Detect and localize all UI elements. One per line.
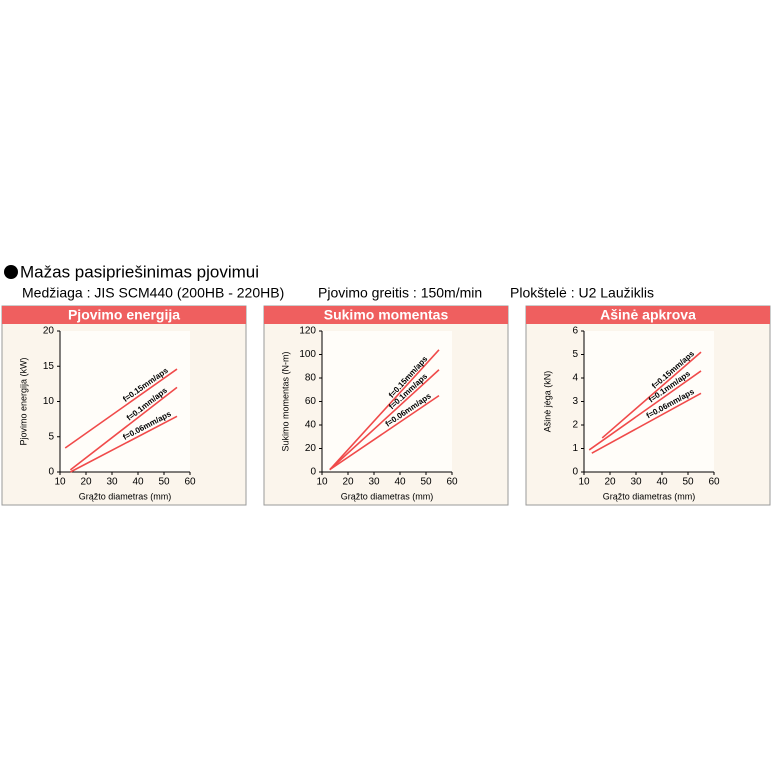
series-line bbox=[70, 415, 178, 473]
series-line bbox=[69, 386, 178, 471]
y-tick-label: 3 bbox=[572, 396, 578, 407]
x-tick-label: 50 bbox=[158, 477, 170, 488]
chart-title: Pjovimo energija bbox=[68, 307, 180, 323]
series-line bbox=[329, 394, 440, 471]
x-tick-label: 60 bbox=[708, 477, 720, 488]
x-tick-label: 10 bbox=[54, 477, 66, 488]
y-axis-label: Pjovimo energija (kW) bbox=[18, 357, 28, 445]
x-tick-label: 10 bbox=[316, 477, 328, 488]
series-line bbox=[591, 392, 702, 454]
x-tick-label: 50 bbox=[682, 477, 694, 488]
y-tick-label: 4 bbox=[572, 373, 578, 384]
x-tick-label: 60 bbox=[446, 477, 458, 488]
y-tick-label: 20 bbox=[305, 443, 317, 454]
x-tick-label: 40 bbox=[656, 477, 668, 488]
y-tick-label: 0 bbox=[48, 467, 54, 478]
y-tick-label: 20 bbox=[43, 326, 55, 337]
detail: Pjovimo greitis : 150m/min bbox=[318, 285, 482, 301]
x-tick-label: 60 bbox=[184, 477, 196, 488]
panel-header bbox=[2, 306, 246, 324]
series-line bbox=[329, 369, 440, 471]
panel-header bbox=[264, 306, 508, 324]
y-tick-label: 40 bbox=[305, 420, 317, 431]
y-tick-label: 80 bbox=[305, 373, 317, 384]
series-line bbox=[64, 368, 178, 449]
y-tick-label: 5 bbox=[48, 431, 54, 442]
y-tick-label: 5 bbox=[572, 349, 578, 360]
plot-area bbox=[584, 331, 714, 472]
bullet bbox=[4, 265, 18, 279]
x-axis-label: Grąžto diametras (mm) bbox=[341, 491, 434, 501]
y-tick-label: 15 bbox=[43, 361, 55, 372]
y-tick-label: 120 bbox=[299, 326, 316, 337]
plot-area bbox=[322, 331, 452, 472]
x-tick-label: 30 bbox=[630, 477, 642, 488]
series-line bbox=[329, 349, 440, 471]
chart-title: Ašinė apkrova bbox=[600, 307, 696, 323]
detail: Medžiaga : JIS SCM440 (200HB - 220HB) bbox=[22, 285, 284, 301]
x-tick-label: 10 bbox=[578, 477, 590, 488]
y-axis-label: Ašinė jėga (kN) bbox=[542, 371, 552, 433]
x-tick-label: 20 bbox=[604, 477, 616, 488]
y-tick-label: 100 bbox=[299, 349, 316, 360]
y-tick-label: 10 bbox=[43, 396, 55, 407]
panel-header bbox=[526, 306, 770, 324]
page-title: Mažas pasipriešinimas pjovimui bbox=[20, 262, 259, 281]
x-tick-label: 30 bbox=[368, 477, 380, 488]
x-tick-label: 30 bbox=[106, 477, 118, 488]
y-tick-label: 0 bbox=[572, 467, 578, 478]
x-tick-label: 40 bbox=[394, 477, 406, 488]
x-tick-label: 50 bbox=[420, 477, 432, 488]
x-axis-label: Grąžto diametras (mm) bbox=[79, 491, 172, 501]
y-tick-label: 6 bbox=[572, 326, 578, 337]
series-line bbox=[588, 370, 702, 451]
detail: Plokštelė : U2 Laužiklis bbox=[510, 285, 654, 301]
x-axis-label: Grąžto diametras (mm) bbox=[603, 491, 696, 501]
chart-title: Sukimo momentas bbox=[324, 307, 449, 323]
y-tick-label: 60 bbox=[305, 396, 317, 407]
x-tick-label: 20 bbox=[80, 477, 92, 488]
y-tick-label: 2 bbox=[572, 420, 578, 431]
y-axis-label: Sukimo momentas (N-m) bbox=[280, 351, 290, 451]
x-tick-label: 20 bbox=[342, 477, 354, 488]
y-tick-label: 0 bbox=[310, 467, 316, 478]
series-line bbox=[601, 351, 702, 439]
y-tick-label: 1 bbox=[572, 443, 578, 454]
x-tick-label: 40 bbox=[132, 477, 144, 488]
plot-area bbox=[60, 331, 190, 472]
